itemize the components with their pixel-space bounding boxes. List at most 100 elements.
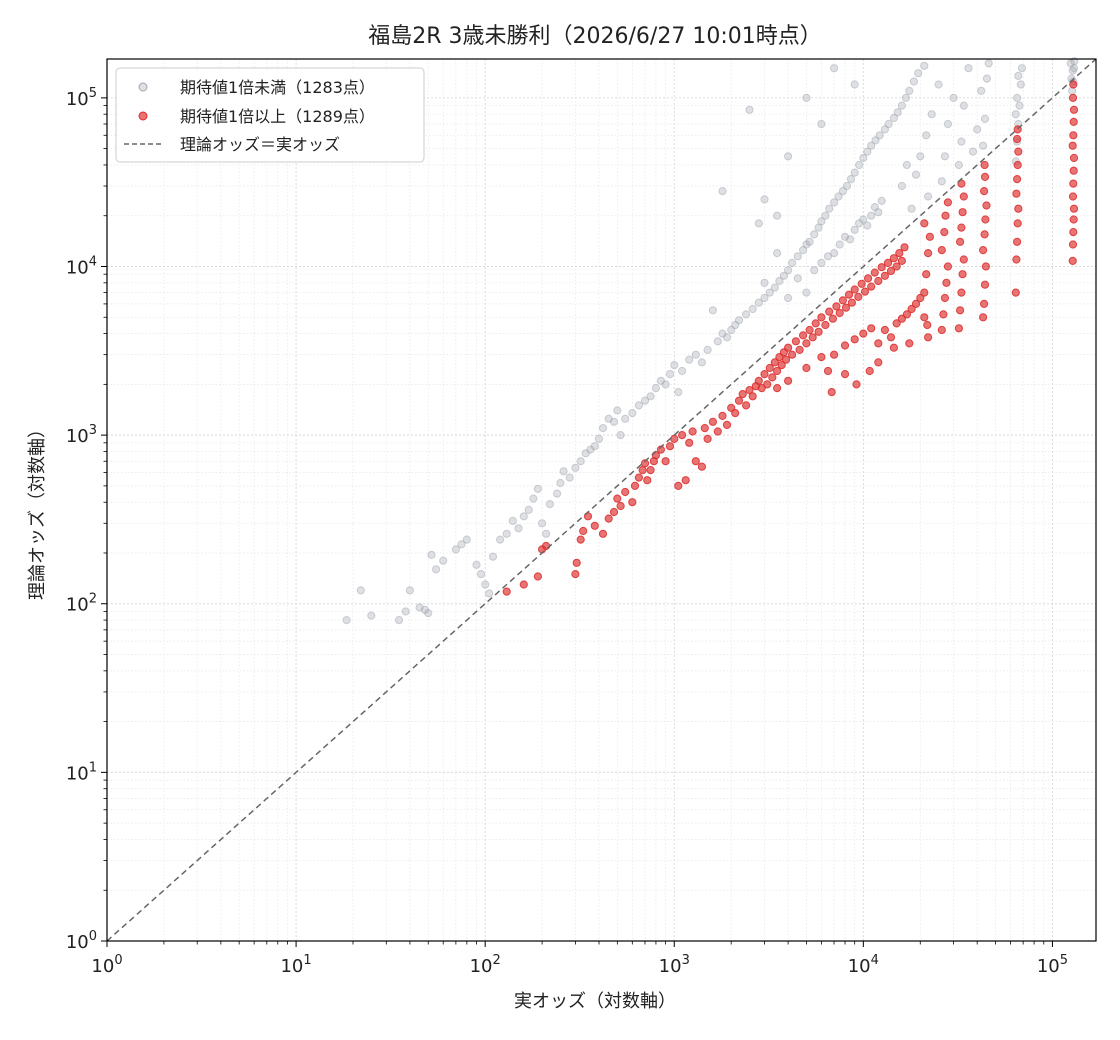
y-tick-label: 101 [66, 760, 97, 784]
data-point [984, 59, 993, 68]
data-point [1068, 141, 1077, 150]
data-point [916, 293, 925, 303]
data-point [788, 350, 797, 359]
data-point [954, 160, 964, 170]
data-point [542, 541, 551, 551]
data-point [367, 611, 376, 620]
x-tick-label: 100 [91, 953, 122, 977]
data-point [1014, 71, 1023, 81]
data-point [754, 376, 763, 385]
data-point [941, 211, 950, 220]
data-point [817, 258, 826, 267]
data-point [927, 110, 936, 119]
y-tick-label: 105 [66, 86, 97, 110]
data-point [982, 74, 992, 83]
data-point [640, 459, 650, 468]
data-point [1013, 134, 1022, 144]
data-point [697, 358, 707, 367]
data-point [571, 463, 580, 472]
data-point [1069, 105, 1079, 114]
data-point [1014, 147, 1023, 156]
data-point [765, 363, 774, 373]
data-point [1012, 255, 1021, 264]
data-point [616, 431, 625, 440]
data-point [817, 313, 826, 322]
data-point [857, 279, 866, 288]
data-point [609, 417, 619, 426]
data-point [734, 396, 744, 405]
points-layer [342, 57, 1079, 625]
data-point [959, 192, 968, 201]
data-point [1013, 175, 1022, 184]
data-point [670, 434, 679, 443]
data-point [731, 409, 740, 418]
data-point [867, 141, 876, 150]
data-point [900, 243, 909, 252]
data-point [940, 293, 950, 303]
data-point [703, 345, 712, 354]
data-point [793, 252, 802, 261]
data-point [757, 384, 766, 393]
data-point [1068, 192, 1078, 201]
data-point [880, 271, 890, 280]
data-point [1017, 64, 1027, 73]
data-point [886, 266, 896, 276]
data-point [770, 358, 779, 367]
data-point [565, 473, 574, 482]
data-point [905, 339, 914, 348]
data-point [845, 235, 855, 244]
data-point [533, 484, 543, 493]
data-point [827, 388, 836, 397]
data-point [485, 589, 494, 598]
legend-label-reference-line: 理論オッズ＝実オッズ [180, 135, 340, 154]
data-point [870, 268, 879, 277]
data-point [476, 570, 486, 579]
legend-label-below-ev: 期待値1倍未満（1283点） [180, 78, 375, 97]
data-point [977, 86, 986, 96]
data-point [889, 343, 899, 352]
data-point [860, 287, 870, 296]
data-point [594, 434, 604, 443]
data-point [634, 401, 644, 410]
data-point [889, 254, 899, 263]
data-point [956, 306, 965, 315]
data-point [895, 249, 904, 258]
data-point [1069, 80, 1078, 89]
data-point [768, 373, 777, 382]
data-point [553, 489, 562, 498]
data-point [814, 327, 823, 336]
data-point [802, 363, 811, 373]
data-point [1013, 160, 1022, 170]
data-point [907, 304, 916, 314]
data-point [825, 204, 834, 213]
data-point [462, 535, 471, 544]
reference-line [106, 58, 1097, 942]
y-axis-title: 理論オッズ（対数軸） [27, 420, 48, 600]
data-point [609, 507, 619, 517]
data-point [980, 299, 989, 308]
data-point [841, 303, 851, 312]
data-point [897, 101, 907, 110]
data-point [874, 358, 883, 367]
data-point [850, 168, 859, 177]
data-point [598, 424, 608, 433]
data-point [1069, 166, 1078, 175]
data-point [481, 580, 490, 589]
data-point [850, 285, 859, 294]
data-point [770, 283, 779, 292]
data-point [685, 438, 694, 447]
data-point [722, 420, 732, 429]
data-point [958, 270, 967, 279]
data-point [579, 526, 588, 536]
data-point [661, 457, 670, 466]
data-point [781, 355, 791, 364]
x-tick-label: 105 [1037, 953, 1068, 977]
data-point [925, 232, 935, 241]
data-point [765, 288, 774, 297]
data-point [874, 339, 883, 348]
data-point [892, 262, 901, 271]
x-tick-label: 101 [280, 953, 311, 977]
legend-label-above-ev: 期待値1倍以上（1289点） [180, 107, 375, 126]
data-point [1068, 256, 1077, 265]
data-point [854, 292, 863, 301]
